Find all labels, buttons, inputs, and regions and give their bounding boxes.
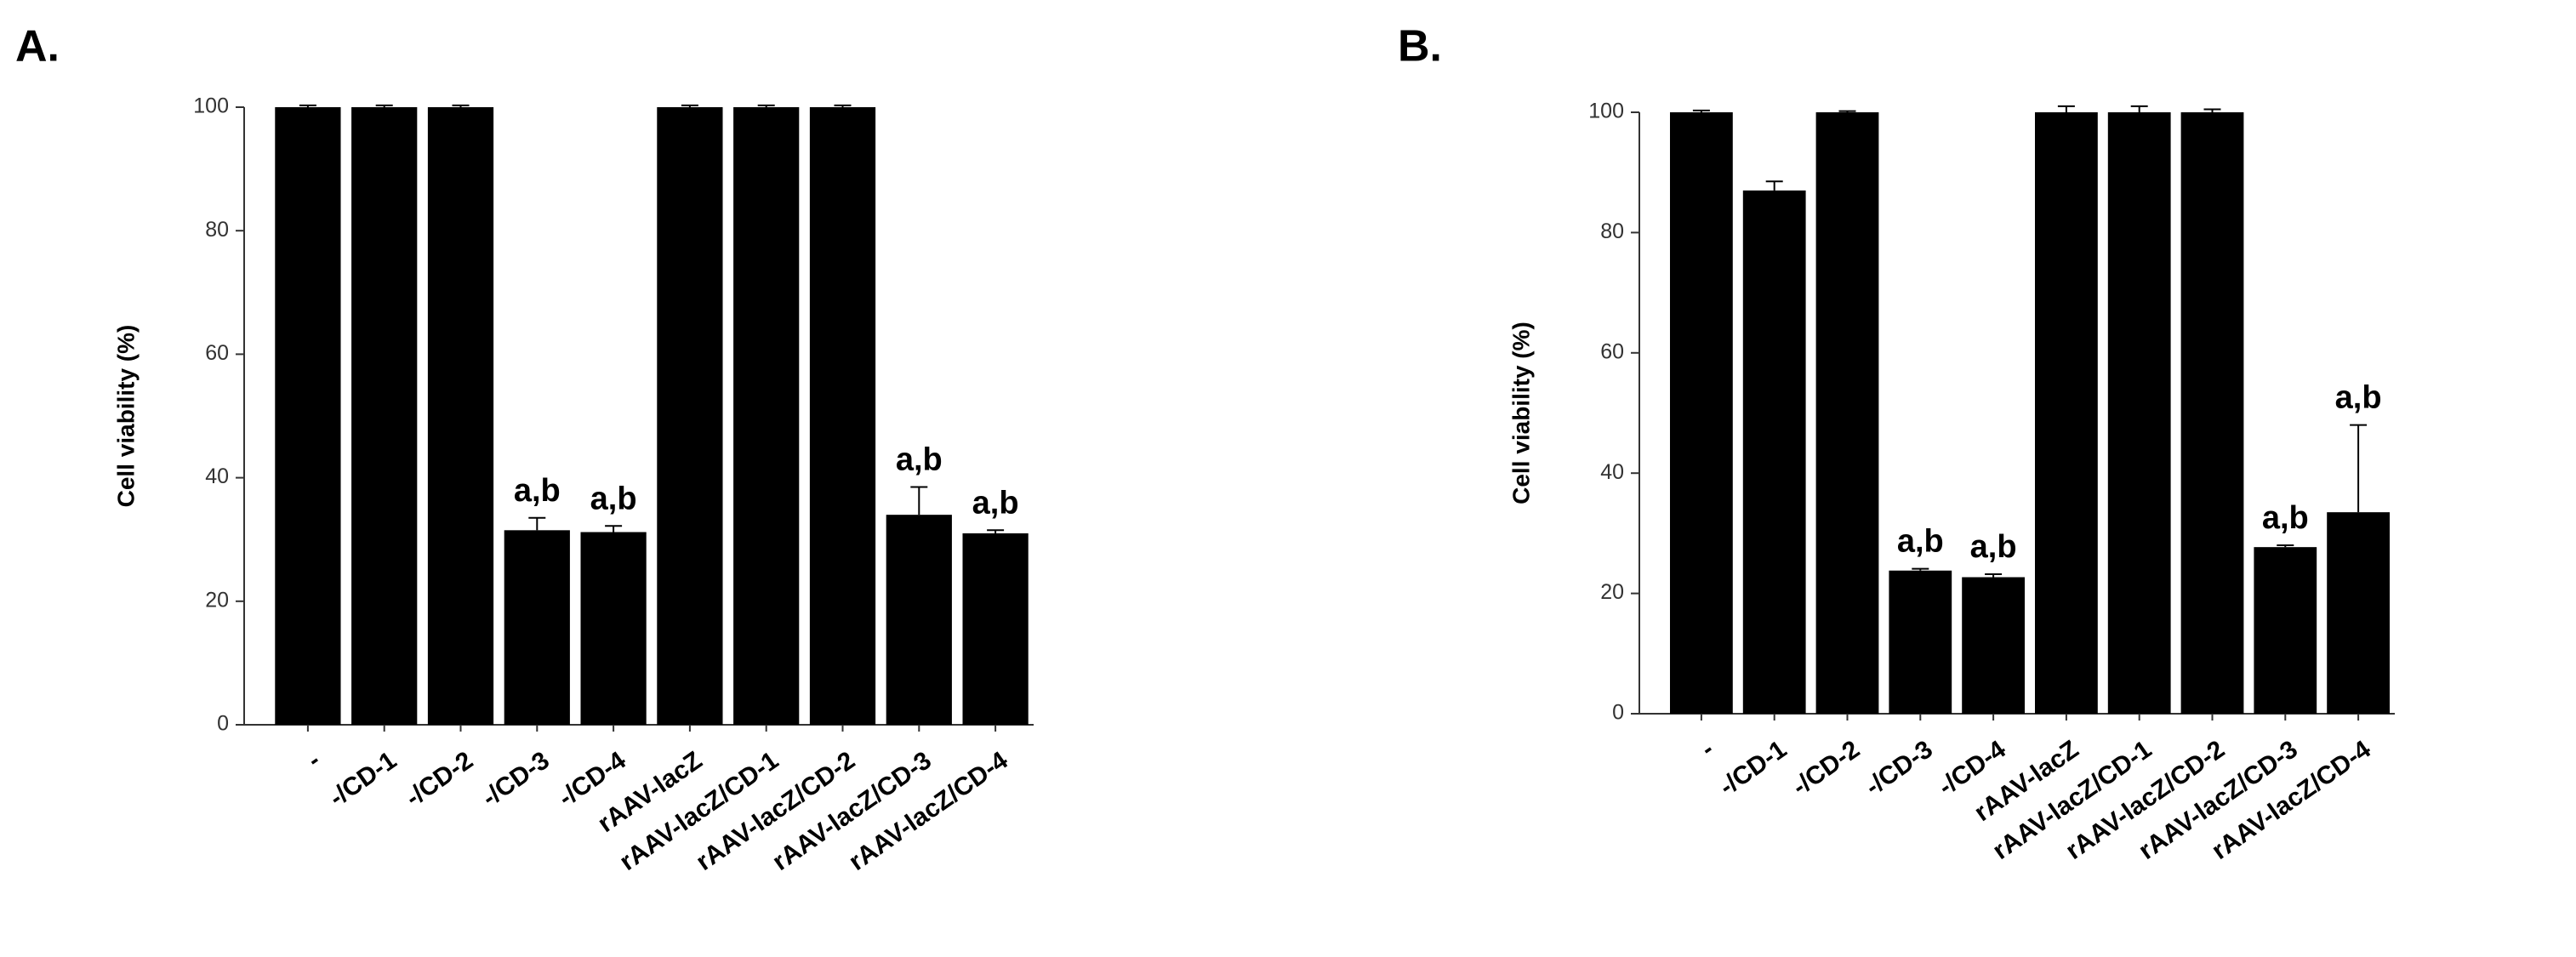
error-bar <box>605 525 623 533</box>
y-tick-label: 40 <box>1600 460 1624 484</box>
error-bar <box>1765 180 1783 191</box>
bar-annotation: a,b <box>590 481 637 516</box>
x-tick-label: - <box>1695 735 1718 763</box>
error-bar <box>910 486 928 516</box>
y-axis-label: Cell viability (%) <box>112 325 139 508</box>
bar <box>504 530 570 725</box>
x-tick-label: -/CD-3 <box>1861 735 1938 801</box>
error-bar <box>1838 110 1856 112</box>
error-bar <box>299 104 316 107</box>
bar-annotation: a,b <box>1897 524 1944 560</box>
bar-annotation: a,b <box>896 442 943 478</box>
error-bar <box>1985 572 2003 578</box>
x-tick-label: -/CD-1 <box>324 746 402 812</box>
y-tick-label: 60 <box>1600 339 1624 363</box>
bar <box>809 107 876 725</box>
y-tick-label: 80 <box>205 218 229 242</box>
error-bar <box>1912 567 1929 571</box>
bar <box>427 107 494 725</box>
bar <box>2254 547 2317 714</box>
y-axis-label: Cell viability (%) <box>1507 322 1534 504</box>
y-tick-label: 60 <box>205 341 229 365</box>
bar <box>275 107 341 725</box>
bar-annotation: a,b <box>1970 529 2017 565</box>
panel-label: B. <box>1398 22 1442 71</box>
error-bar <box>2130 105 2148 112</box>
y-tick-label: 0 <box>1612 701 1624 725</box>
bar <box>1670 112 1733 714</box>
panel-label: A. <box>15 22 60 71</box>
bar-annotation: a,b <box>972 485 1019 521</box>
y-tick-label: 40 <box>205 464 229 488</box>
bar <box>351 107 418 725</box>
bar-annotation: a,b <box>2335 380 2382 416</box>
error-bar <box>757 104 775 107</box>
bar <box>2327 512 2390 714</box>
bar <box>657 107 723 725</box>
x-tick-label: -/CD-3 <box>477 746 555 812</box>
bar <box>1815 112 1879 714</box>
y-tick-label: 80 <box>1600 219 1624 243</box>
error-bar <box>2057 105 2075 112</box>
bar <box>580 532 647 725</box>
bar-annotation: a,b <box>514 473 561 509</box>
bar <box>1889 570 1952 714</box>
error-bar <box>375 104 393 107</box>
bar <box>2180 112 2244 714</box>
x-tick-label: -/CD-1 <box>1714 735 1792 801</box>
bar <box>962 533 1029 725</box>
error-bar <box>2277 544 2294 548</box>
y-tick-label: 20 <box>205 588 229 612</box>
y-tick-label: 0 <box>217 712 229 736</box>
x-tick-label: -/CD-2 <box>1787 735 1865 801</box>
error-bar <box>834 104 852 107</box>
error-bar <box>987 529 1005 533</box>
bar <box>733 107 800 725</box>
error-bar <box>681 104 698 107</box>
y-tick-label: 100 <box>1588 100 1624 123</box>
bar <box>886 515 952 725</box>
bar <box>2107 112 2171 714</box>
error-bar <box>528 516 546 531</box>
bar <box>1962 577 2025 714</box>
bar-annotation: a,b <box>2262 500 2309 536</box>
x-tick-label: - <box>302 746 325 774</box>
error-bar <box>452 104 470 107</box>
x-tick-label: -/CD-2 <box>401 746 478 812</box>
error-bar <box>2203 108 2221 112</box>
y-tick-label: 100 <box>193 94 229 118</box>
error-bar <box>1692 109 1710 112</box>
bar <box>1742 190 1806 714</box>
bar <box>2035 112 2098 714</box>
error-bar <box>2350 424 2368 513</box>
y-tick-label: 20 <box>1600 580 1624 604</box>
